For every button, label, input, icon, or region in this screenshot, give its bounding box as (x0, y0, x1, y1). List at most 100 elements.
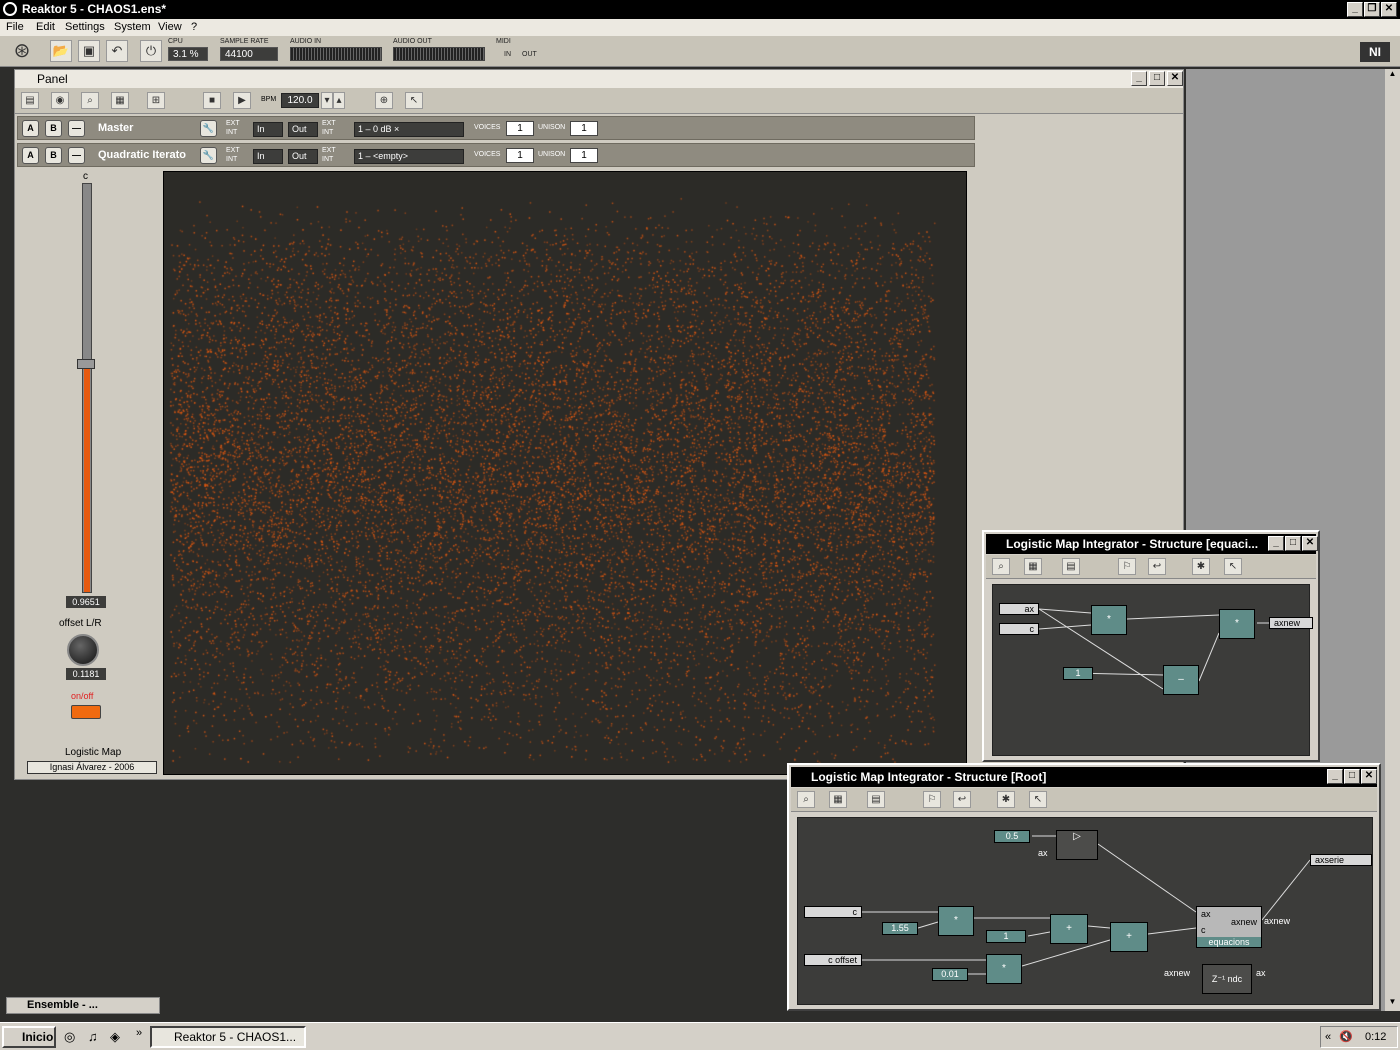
ax-input[interactable]: ax (999, 603, 1039, 615)
multiply-offset[interactable]: * (986, 954, 1022, 984)
minus-module[interactable]: – (1163, 665, 1199, 695)
close-button[interactable]: ✕ (1381, 2, 1397, 17)
root-back-icon[interactable]: ↩ (953, 791, 971, 808)
midi-learn-icon[interactable]: ⊕ (375, 92, 393, 109)
unison-field[interactable]: 1 (570, 148, 598, 163)
const-1[interactable]: 1 (986, 930, 1026, 943)
power-icon[interactable]: ⏻ (140, 40, 162, 62)
snapshot-icon[interactable]: ◉ (51, 92, 69, 109)
restore-button[interactable]: ❐ (1364, 2, 1380, 17)
menu-file[interactable]: File (6, 21, 24, 33)
add-module-1[interactable]: + (1050, 914, 1088, 944)
c-input[interactable]: c (804, 906, 862, 918)
app-quicklaunch-icon[interactable]: ◈ (110, 1029, 120, 1044)
start-button[interactable]: Inicio (2, 1026, 56, 1048)
vertical-scrollbar[interactable]: ▲ ▼ (1385, 69, 1400, 1011)
compare-module[interactable]: ▷ (1056, 830, 1098, 860)
const-half[interactable]: 0.5 (994, 830, 1030, 843)
root-minimize-button[interactable]: _ (1327, 769, 1343, 784)
tray-expand-icon[interactable]: « (1325, 1031, 1332, 1043)
scroll-up-icon[interactable]: ▲ (1388, 69, 1397, 78)
bpm-value[interactable]: 120.0 (281, 93, 319, 108)
b-button[interactable]: B (45, 147, 62, 164)
root-maximize-button[interactable]: □ (1344, 769, 1360, 784)
a-button[interactable]: A (22, 147, 39, 164)
quicklaunch-more-icon[interactable]: » (136, 1027, 143, 1039)
voices-field[interactable]: 1 (506, 148, 534, 163)
snapshot-select[interactable]: 1 – <empty> (354, 149, 464, 164)
root-properties-icon[interactable]: ▦ (829, 791, 847, 808)
wrench-icon[interactable]: 🔧 (200, 147, 217, 164)
structure-icon[interactable]: ⊞ (147, 92, 165, 109)
unison-field[interactable]: 1 (570, 121, 598, 136)
minimize-instrument-button[interactable]: — (68, 120, 85, 137)
add-module-2[interactable]: + (1110, 922, 1148, 952)
b-button[interactable]: B (45, 120, 62, 137)
root-flag-icon[interactable]: ⚐ (923, 791, 941, 808)
panel-close-button[interactable]: ✕ (1167, 71, 1183, 86)
eq-back-icon[interactable]: ↩ (1148, 558, 1166, 575)
eq-close-button[interactable]: ✕ (1302, 536, 1318, 551)
const-001[interactable]: 0.01 (932, 968, 968, 981)
const-one[interactable]: 1 (1063, 667, 1093, 680)
multiply-module-2[interactable]: * (1219, 609, 1255, 639)
root-browser-icon[interactable]: ⌕ (797, 791, 815, 808)
volume-icon[interactable]: 🔇 (1339, 1031, 1353, 1043)
eq-minimize-button[interactable]: _ (1268, 536, 1284, 551)
eq-panel-icon[interactable]: ▤ (1062, 558, 1080, 575)
c-input[interactable]: c (999, 623, 1039, 635)
open-icon[interactable]: 📂 (50, 40, 72, 62)
menu-edit[interactable]: Edit (36, 21, 55, 33)
a-button[interactable]: A (22, 120, 39, 137)
root-panel-icon[interactable]: ▤ (867, 791, 885, 808)
sample-rate-select[interactable]: 44100 (220, 47, 278, 61)
on-off-button[interactable] (71, 705, 101, 719)
minimize-button[interactable]: _ (1347, 2, 1363, 17)
multiply-c[interactable]: * (938, 906, 974, 936)
root-info-icon[interactable]: ↖ (1029, 791, 1047, 808)
play-icon[interactable]: ▶ (233, 92, 251, 109)
tempo-up-icon[interactable]: ▴ (333, 92, 345, 109)
taskbar-item-reaktor[interactable]: Reaktor 5 - CHAOS1... (150, 1026, 306, 1048)
media-quicklaunch-icon[interactable]: ♫ (88, 1029, 98, 1044)
equacions-macro[interactable]: ax c axnew equacions (1196, 906, 1262, 948)
c-slider[interactable] (82, 183, 92, 593)
wrench-icon[interactable]: 🔧 (200, 120, 217, 137)
ensemble-minimized-window[interactable]: Ensemble - ... (6, 997, 160, 1014)
c-offset-input[interactable]: c offset (804, 954, 862, 966)
properties-icon[interactable]: ▦ (111, 92, 129, 109)
menu-system[interactable]: System (114, 21, 151, 33)
panel-maximize-button[interactable]: □ (1149, 71, 1165, 86)
reaktor-logo-icon[interactable]: ⊛ (13, 40, 31, 62)
panel-view-icon[interactable]: ▤ (21, 92, 39, 109)
menu-settings[interactable]: Settings (65, 21, 105, 33)
eq-browser-icon[interactable]: ⌕ (992, 558, 1010, 575)
scroll-down-icon[interactable]: ▼ (1388, 997, 1397, 1006)
snapshot-select[interactable]: 1 – 0 dB × (354, 122, 464, 137)
stop-icon[interactable]: ■ (203, 92, 221, 109)
input-select[interactable]: In (253, 149, 283, 164)
undo-icon[interactable]: ↶ (106, 40, 128, 62)
menu-help[interactable]: ? (191, 21, 198, 33)
multiply-module-1[interactable]: * (1091, 605, 1127, 635)
voices-field[interactable]: 1 (506, 121, 534, 136)
eq-maximize-button[interactable]: □ (1285, 536, 1301, 551)
unit-delay-module[interactable]: Z⁻¹ ndc (1202, 964, 1252, 994)
input-select[interactable]: In (253, 122, 283, 137)
axnew-output[interactable]: axnew (1269, 617, 1313, 629)
eq-info-icon[interactable]: ↖ (1224, 558, 1242, 575)
output-select[interactable]: Out (288, 149, 318, 164)
browser-quicklaunch-icon[interactable]: ◎ (64, 1029, 76, 1044)
output-select[interactable]: Out (288, 122, 318, 137)
offset-knob[interactable] (67, 634, 99, 666)
menu-view[interactable]: View (158, 21, 182, 33)
tempo-down-icon[interactable]: ▾ (321, 92, 333, 109)
eq-flag-icon[interactable]: ⚐ (1118, 558, 1136, 575)
browser-icon[interactable]: ⌕ (81, 92, 99, 109)
panel-minimize-button[interactable]: _ (1131, 71, 1147, 86)
save-icon[interactable]: ▣ (78, 40, 100, 62)
const-155[interactable]: 1.55 (882, 922, 918, 935)
info-pointer-icon[interactable]: ↖ (405, 92, 423, 109)
eq-debug-icon[interactable]: ✱ (1192, 558, 1210, 575)
root-debug-icon[interactable]: ✱ (997, 791, 1015, 808)
